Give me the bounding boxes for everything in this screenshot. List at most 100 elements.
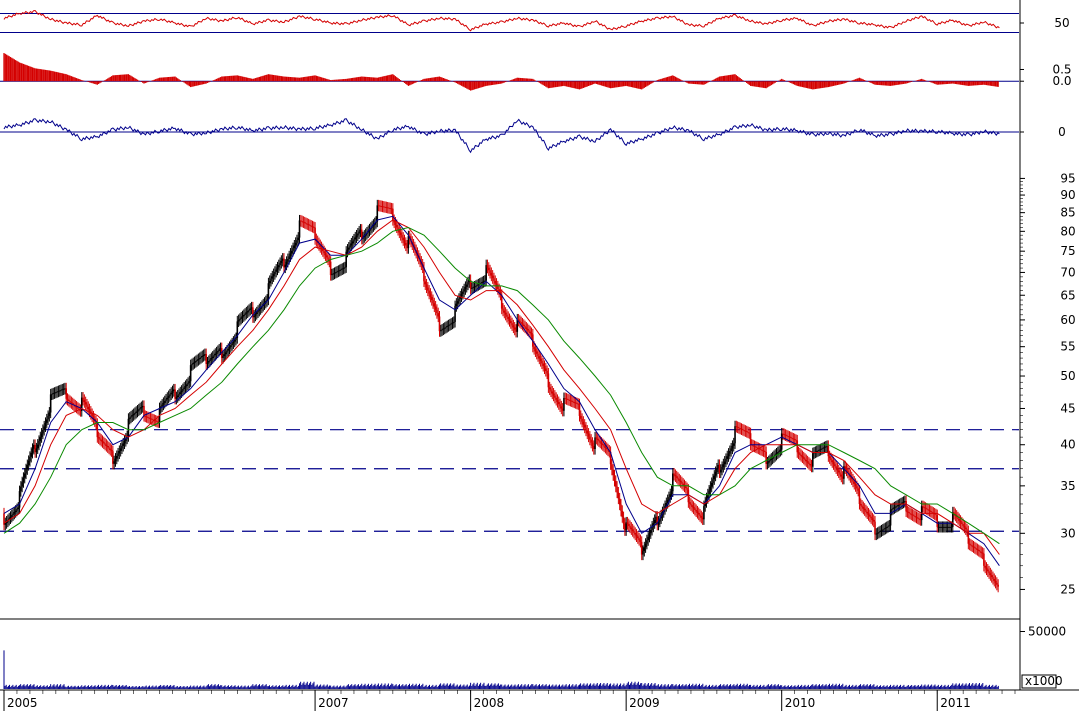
candle-body xyxy=(856,486,858,489)
candle-body xyxy=(875,533,878,535)
candle-body xyxy=(480,282,482,284)
candle-body xyxy=(771,457,774,459)
candle-body xyxy=(625,522,627,531)
price-tick-label: 65 xyxy=(1060,288,1075,302)
candle-body xyxy=(109,448,112,450)
candle-body xyxy=(726,456,729,459)
candle-body xyxy=(884,527,887,529)
candle-body xyxy=(924,507,927,509)
candle-body xyxy=(26,465,29,470)
candle-body xyxy=(986,569,989,572)
candle-body xyxy=(167,396,170,398)
candle-body xyxy=(454,306,456,322)
candle-body xyxy=(105,444,108,447)
candle-body xyxy=(752,445,754,447)
year-tick-label: 2011 xyxy=(940,696,971,710)
candle-body xyxy=(207,361,210,363)
candle-body xyxy=(258,309,261,311)
candle-body xyxy=(323,251,325,254)
candle-body xyxy=(272,274,275,277)
candle-body xyxy=(928,510,931,511)
candle-body xyxy=(481,282,484,283)
candle-body xyxy=(297,237,300,241)
candle-body xyxy=(605,447,608,450)
candle-body xyxy=(381,206,384,208)
candle-body xyxy=(791,437,793,439)
candle-body xyxy=(761,449,764,451)
candle-body xyxy=(140,407,143,409)
candle-body xyxy=(931,511,933,513)
candle-body xyxy=(215,352,218,354)
candle-body xyxy=(520,322,522,324)
candle-body xyxy=(175,397,178,399)
candle-body xyxy=(33,444,35,449)
candle-body xyxy=(638,538,640,541)
candle-body xyxy=(738,427,740,429)
candle-body xyxy=(901,502,904,504)
candle-body xyxy=(906,511,909,513)
candle-body xyxy=(268,280,271,284)
candle-body xyxy=(377,205,380,207)
candle-body xyxy=(887,526,889,528)
candle-body xyxy=(240,317,242,319)
candle-body xyxy=(655,516,657,520)
candle-body xyxy=(235,338,237,340)
candle-body xyxy=(594,437,596,450)
candle-body xyxy=(86,404,88,407)
candle-body xyxy=(440,330,442,332)
candle-body xyxy=(248,309,250,312)
candle-body xyxy=(985,567,988,570)
candle-body xyxy=(783,434,786,435)
candle-body xyxy=(244,313,246,315)
candle-body xyxy=(296,240,298,243)
candle-body xyxy=(937,526,940,528)
candle-body xyxy=(515,329,517,332)
candle-body xyxy=(342,268,345,269)
candle-body xyxy=(539,358,542,362)
candle-body xyxy=(436,309,438,314)
time-axis: 2005 2007 2008 2009 2010 2011 xyxy=(3,690,1016,711)
candle-body xyxy=(824,446,827,448)
candle-body xyxy=(538,356,541,359)
candle-body xyxy=(446,326,449,327)
candle-body xyxy=(27,460,30,466)
price-tick-label: 25 xyxy=(1060,582,1075,596)
candle-body xyxy=(787,435,789,437)
candle-body xyxy=(534,349,537,352)
candle-body xyxy=(66,398,69,400)
candle-body xyxy=(577,403,579,405)
candle-body xyxy=(350,243,353,246)
candle-body xyxy=(976,549,979,550)
candle-body xyxy=(748,432,751,434)
candle-body xyxy=(846,470,849,473)
candle-body xyxy=(599,441,602,443)
candle-body xyxy=(288,256,290,260)
candle-body xyxy=(721,466,723,470)
candle-body xyxy=(14,510,17,513)
candle-body xyxy=(70,402,73,404)
candle-body xyxy=(612,469,614,476)
candle-body xyxy=(695,509,697,512)
candle-body xyxy=(443,327,446,329)
candle-body xyxy=(835,466,837,469)
candle-body xyxy=(981,552,984,554)
candle-body xyxy=(249,308,252,310)
candle-body xyxy=(949,526,951,528)
candle-body xyxy=(228,346,231,349)
candle-body xyxy=(469,279,472,289)
momentum-histogram-tick-label: 0.0 xyxy=(1052,74,1071,88)
candle-body xyxy=(131,415,134,417)
candle-body xyxy=(745,431,748,433)
candle-body xyxy=(473,286,476,288)
candle-body xyxy=(836,468,839,471)
candle-body xyxy=(709,486,712,491)
candle-body xyxy=(561,408,564,411)
candle-body xyxy=(766,462,769,464)
candle-body xyxy=(267,283,270,300)
candle-body xyxy=(714,472,717,476)
candle-body xyxy=(640,541,643,555)
candle-body xyxy=(143,405,145,416)
candle-body xyxy=(500,294,503,309)
candle-body xyxy=(701,517,704,520)
